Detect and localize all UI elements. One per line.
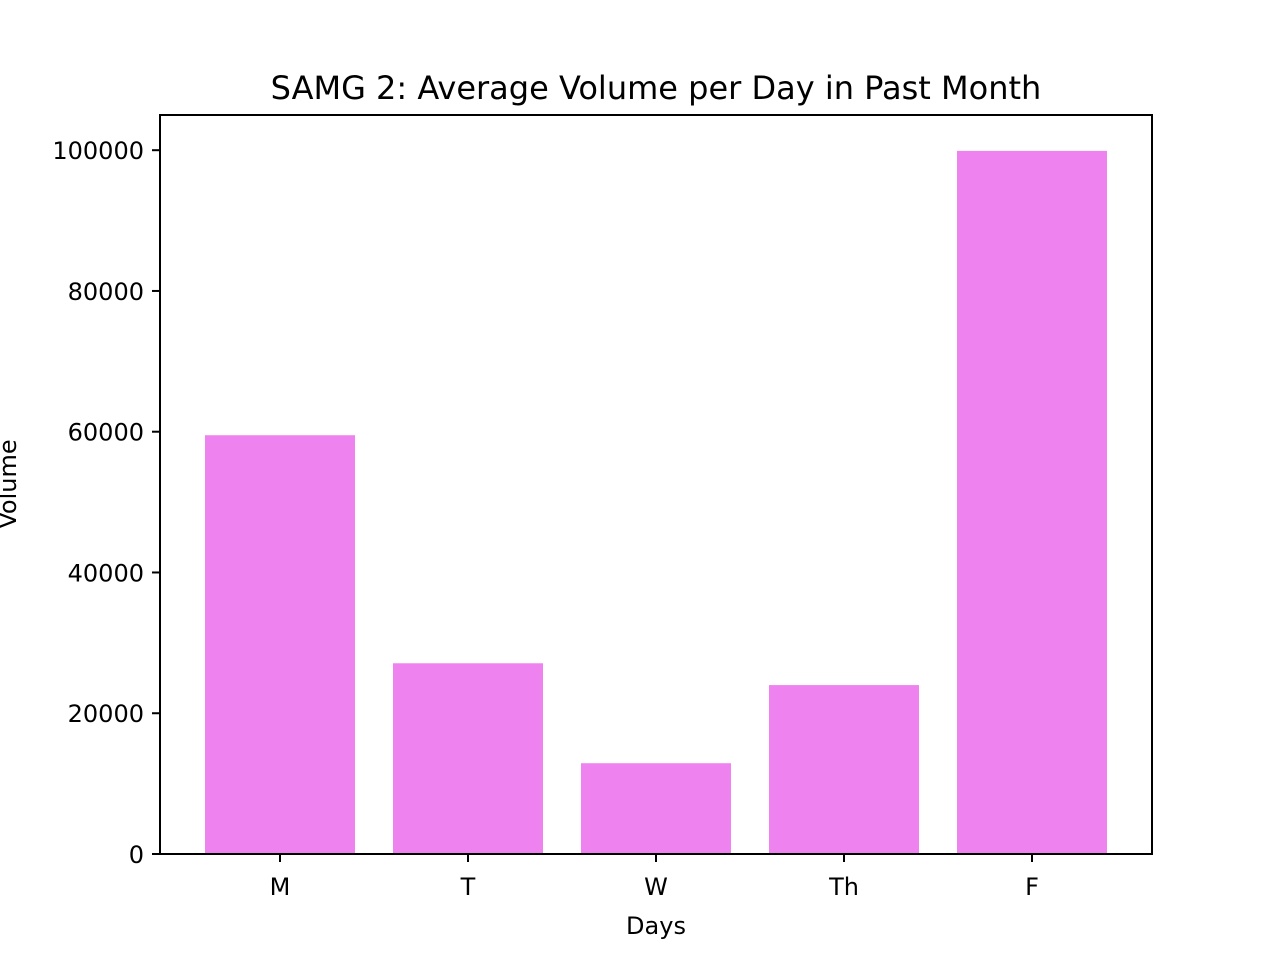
x-axis-label: Days xyxy=(626,912,686,940)
plot-frame xyxy=(159,114,1153,855)
bar-t xyxy=(393,663,543,854)
x-axis-ticks: M T W Th F xyxy=(270,854,1039,901)
chart-title: SAMG 2: Average Volume per Day in Past M… xyxy=(271,69,1042,107)
y-tick-label-100000: 100000 xyxy=(52,137,144,165)
bar-m xyxy=(205,435,355,854)
x-tick-label-th: Th xyxy=(828,873,859,901)
y-axis-ticks: 0 20000 40000 60000 80000 100000 xyxy=(52,137,160,869)
x-tick-label-w: W xyxy=(644,873,668,901)
y-tick-label-40000: 40000 xyxy=(68,559,144,587)
bar-f xyxy=(957,150,1107,854)
x-tick-label-m: M xyxy=(270,873,291,901)
x-tick-label-f: F xyxy=(1025,873,1039,901)
x-tick-label-t: T xyxy=(460,873,476,901)
y-tick-label-20000: 20000 xyxy=(68,700,144,728)
bar-th xyxy=(769,685,919,854)
bar-w xyxy=(581,763,731,854)
bars-group xyxy=(205,150,1107,854)
y-axis-label: Volume xyxy=(0,439,22,528)
y-tick-label-80000: 80000 xyxy=(68,278,144,306)
y-tick-label-0: 0 xyxy=(129,841,144,869)
y-tick-label-60000: 60000 xyxy=(68,419,144,447)
